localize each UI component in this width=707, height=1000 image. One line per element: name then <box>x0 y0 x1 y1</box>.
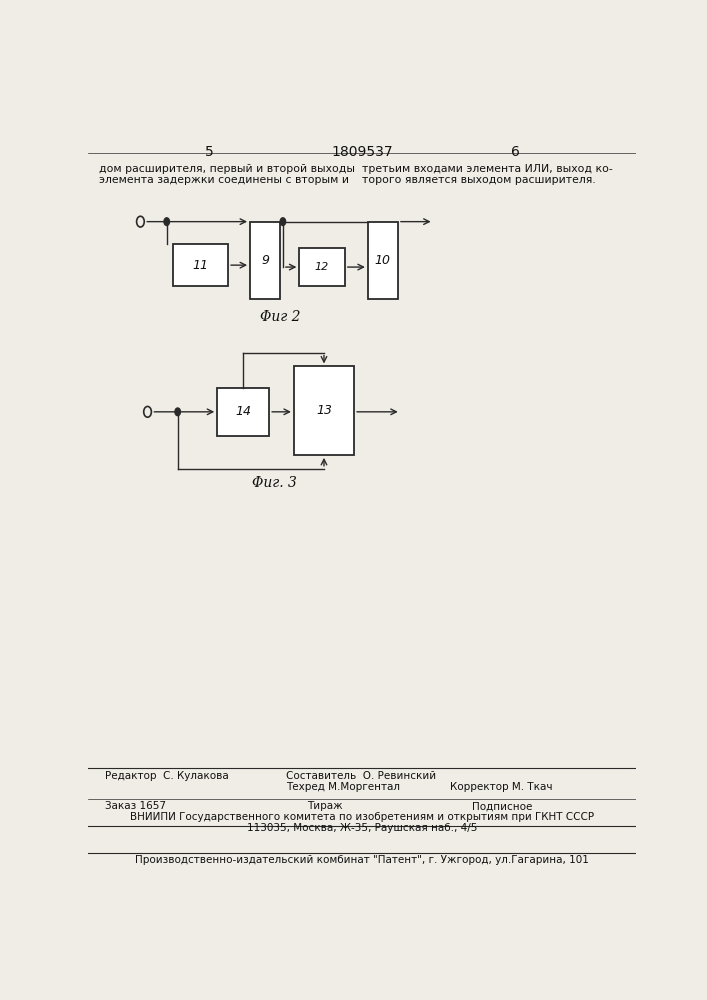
Text: 6: 6 <box>511 145 520 159</box>
Circle shape <box>175 408 180 416</box>
Text: торого является выходом расширителя.: торого является выходом расширителя. <box>363 175 596 185</box>
Text: 11: 11 <box>193 259 209 272</box>
Text: Техред М.Моргентал: Техред М.Моргентал <box>286 782 399 792</box>
Text: дом расширителя, первый и второй выходы: дом расширителя, первый и второй выходы <box>99 164 356 174</box>
Text: Φиг. 3: Φиг. 3 <box>252 476 297 490</box>
Circle shape <box>164 218 170 225</box>
Bar <box>299 248 345 286</box>
Bar <box>250 222 280 299</box>
Text: 10: 10 <box>375 254 391 267</box>
Text: 9: 9 <box>261 254 269 267</box>
Text: Заказ 1657: Заказ 1657 <box>105 801 166 811</box>
Text: Тираж: Тираж <box>308 801 343 811</box>
Text: 14: 14 <box>235 405 251 418</box>
Text: 12: 12 <box>315 262 329 272</box>
Text: Корректор М. Ткач: Корректор М. Ткач <box>450 782 552 792</box>
Text: 1809537: 1809537 <box>332 145 393 159</box>
Text: Подписное: Подписное <box>472 801 532 811</box>
Text: Редактор  С. Кулакова: Редактор С. Кулакова <box>105 771 228 781</box>
Bar <box>294 366 354 455</box>
Text: Составитель  О. Ревинский: Составитель О. Ревинский <box>286 771 436 781</box>
Bar <box>217 388 269 436</box>
Text: 13: 13 <box>316 404 332 417</box>
Text: элемента задержки соединены с вторым и: элемента задержки соединены с вторым и <box>99 175 349 185</box>
Text: Φиг 2: Φиг 2 <box>260 310 300 324</box>
Bar <box>173 244 228 286</box>
Text: Производственно-издательский комбинат "Патент", г. Ужгород, ул.Гагарина, 101: Производственно-издательский комбинат "П… <box>136 855 589 865</box>
Text: ВНИИПИ Государственного комитета по изобретениям и открытиям при ГКНТ СССР: ВНИИПИ Государственного комитета по изоб… <box>130 812 595 822</box>
Circle shape <box>280 218 286 225</box>
Text: 5: 5 <box>204 145 214 159</box>
Bar <box>368 222 398 299</box>
Text: третьим входами элемента ИЛИ, выход ко-: третьим входами элемента ИЛИ, выход ко- <box>363 164 613 174</box>
Text: 113035, Москва, Ж-35, Раушская наб., 4/5: 113035, Москва, Ж-35, Раушская наб., 4/5 <box>247 823 477 833</box>
